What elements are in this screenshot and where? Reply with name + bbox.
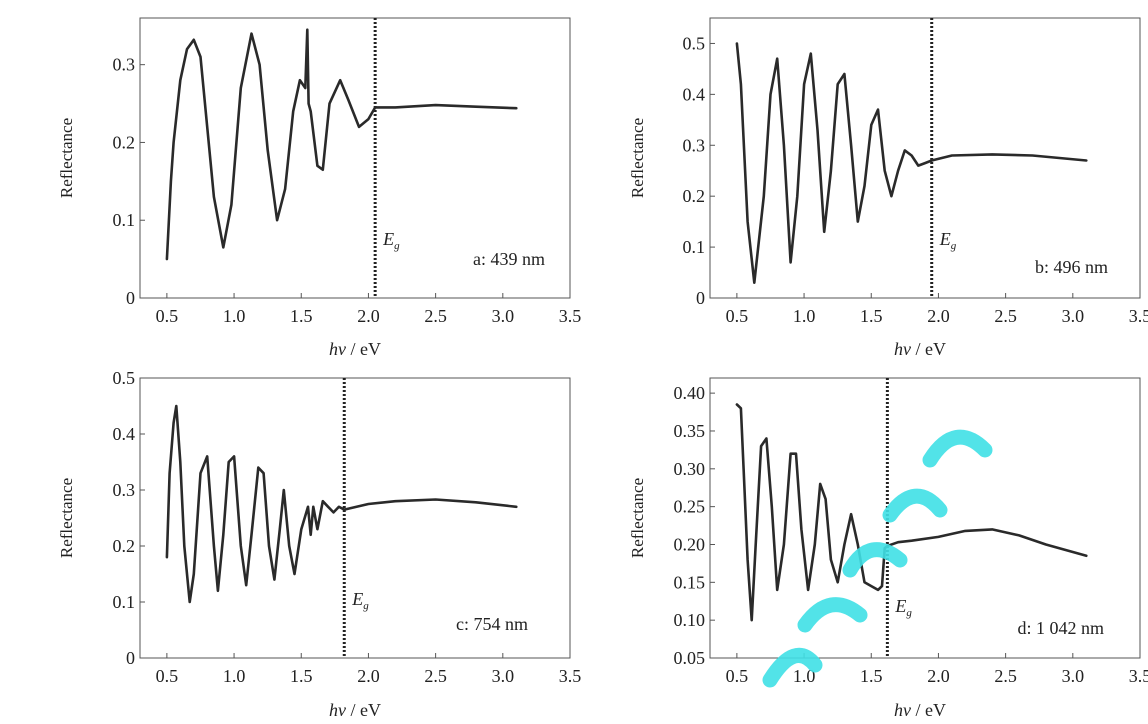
x-tick-label: 2.5 xyxy=(994,666,1017,686)
y-tick-label: 0 xyxy=(126,288,135,308)
x-axis-label-unit: / eV xyxy=(346,700,381,720)
x-axis-label-symbol: hν xyxy=(329,339,346,359)
y-tick-label: 0.3 xyxy=(113,480,136,500)
x-axis-label-unit: / eV xyxy=(911,339,946,359)
reflectance-curve xyxy=(165,28,518,261)
y-tick-label: 0.3 xyxy=(113,55,136,75)
x-tick-label: 1.0 xyxy=(223,666,246,686)
x-tick-label: 2.5 xyxy=(994,306,1017,326)
x-axis-label-unit: / eV xyxy=(911,700,946,720)
y-tick-label: 0.2 xyxy=(683,186,706,206)
x-tick-label: 0.5 xyxy=(726,306,749,326)
x-tick-label: 1.0 xyxy=(793,306,816,326)
band-gap-label: Eg xyxy=(894,596,912,619)
band-gap-label: Eg xyxy=(351,589,369,612)
x-tick-label: 3.0 xyxy=(1062,666,1085,686)
plot-frame xyxy=(709,17,1141,299)
y-tick-label: 0 xyxy=(126,648,135,668)
sample-annotation: d: 1 042 nm xyxy=(1017,618,1104,638)
x-tick-label: 2.5 xyxy=(424,666,447,686)
x-tick-label: 0.5 xyxy=(726,666,749,686)
x-axis-label-unit: / eV xyxy=(346,339,381,359)
panel-c: 0.5 1.0 1.5 2.0 2.5 3.0 3.5 0 0.1 0.2 0.3 0.4 0.5 Ref… xyxy=(57,368,581,720)
band-gap-subscript: g xyxy=(906,607,912,619)
x-axis-label: hν / eV xyxy=(894,700,946,720)
x-tick-label: 3.0 xyxy=(492,666,515,686)
x-tick-label: 3.0 xyxy=(492,306,515,326)
x-tick-label: 2.0 xyxy=(357,666,380,686)
band-gap-symbol: E xyxy=(351,589,363,609)
y-tick-label: 0.30 xyxy=(674,459,706,479)
x-tick-label: 1.5 xyxy=(860,306,883,326)
panel-d: 0.5 1.0 1.5 2.0 2.5 3.0 3.5 0.05 0.10 0.15 0.20 0.2… xyxy=(628,377,1148,720)
x-tick-label: 1.5 xyxy=(290,666,313,686)
y-tick-label: 0.5 xyxy=(683,33,706,53)
x-tick-label: 0.5 xyxy=(156,306,179,326)
plot-frame xyxy=(139,377,571,659)
sample-annotation: c: 754 nm xyxy=(456,614,528,634)
y-tick-label: 0.2 xyxy=(113,132,136,152)
panel-b: 0.5 1.0 1.5 2.0 2.5 3.0 3.5 0 0.1 0.2 0.3 0.4 0.5 Ref… xyxy=(628,17,1148,359)
y-tick-label: 0.2 xyxy=(113,536,136,556)
sample-annotation: b: 496 nm xyxy=(1035,257,1108,277)
x-axis-label-symbol: hν xyxy=(329,700,346,720)
y-tick-label: 0.4 xyxy=(683,84,706,104)
y-tick-label: 0.1 xyxy=(113,210,136,230)
y-tick-label: 0.25 xyxy=(674,497,706,517)
x-axis-label: hν / eV xyxy=(329,700,381,720)
x-tick-label: 3.5 xyxy=(1129,666,1148,686)
x-tick-label: 2.0 xyxy=(357,306,380,326)
y-tick-label: 0 xyxy=(696,288,705,308)
y-tick-label: 0.3 xyxy=(683,135,706,155)
y-tick-label: 0.1 xyxy=(683,237,706,257)
y-axis-label: Reflectance xyxy=(57,478,76,558)
plot-frame xyxy=(709,377,1141,659)
x-tick-label: 1.0 xyxy=(793,666,816,686)
band-gap-symbol: E xyxy=(939,229,951,249)
watermark xyxy=(762,429,993,688)
x-axis-label: hν / eV xyxy=(329,339,381,359)
y-tick-label: 0.35 xyxy=(674,421,706,441)
band-gap-label: Eg xyxy=(939,229,957,252)
band-gap-symbol: E xyxy=(894,596,906,616)
x-tick-label: 1.5 xyxy=(290,306,313,326)
y-tick-label: 0.5 xyxy=(113,368,136,388)
y-axis-label: Reflectance xyxy=(628,118,647,198)
band-gap-subscript: g xyxy=(951,240,957,252)
x-tick-label: 3.5 xyxy=(559,306,582,326)
band-gap-symbol: E xyxy=(382,229,394,249)
x-axis-label: hν / eV xyxy=(894,339,946,359)
x-axis-label-symbol: hν xyxy=(894,339,911,359)
y-tick-label: 0.15 xyxy=(674,572,706,592)
x-tick-label: 2.5 xyxy=(424,306,447,326)
x-tick-label: 2.0 xyxy=(927,666,950,686)
x-tick-label: 3.0 xyxy=(1062,306,1085,326)
x-tick-label: 3.5 xyxy=(1129,306,1148,326)
y-tick-label: 0.10 xyxy=(674,610,706,630)
x-tick-label: 1.5 xyxy=(860,666,883,686)
x-tick-label: 2.0 xyxy=(927,306,950,326)
band-gap-subscript: g xyxy=(394,240,400,252)
x-tick-label: 1.0 xyxy=(223,306,246,326)
panel-a: 0.5 1.0 1.5 2.0 2.5 3.0 3.5 0 0.1 0.2 0.3 Reflectan… xyxy=(57,17,582,359)
y-tick-label: 0.05 xyxy=(674,648,706,668)
band-gap-label: Eg xyxy=(382,229,400,252)
y-tick-label: 0.4 xyxy=(113,424,136,444)
y-tick-label: 0.1 xyxy=(113,592,136,612)
reflectance-curve xyxy=(735,403,1088,622)
reflectance-curve xyxy=(165,404,518,604)
x-tick-label: 0.5 xyxy=(156,666,179,686)
x-axis-label-symbol: hν xyxy=(894,700,911,720)
plot-frame xyxy=(139,17,571,299)
sample-annotation: a: 439 nm xyxy=(473,249,545,269)
reflectance-curve xyxy=(735,42,1088,284)
y-axis-label: Reflectance xyxy=(628,478,647,558)
x-tick-label: 3.5 xyxy=(559,666,582,686)
y-axis-label: Reflectance xyxy=(57,118,76,198)
y-tick-label: 0.20 xyxy=(674,534,706,554)
y-tick-label: 0.40 xyxy=(674,383,706,403)
band-gap-subscript: g xyxy=(363,600,369,612)
